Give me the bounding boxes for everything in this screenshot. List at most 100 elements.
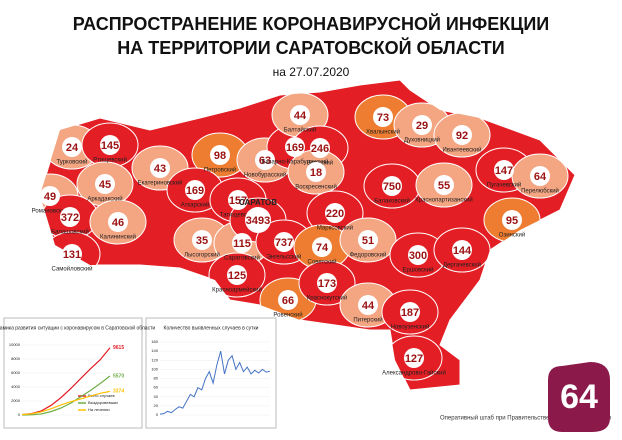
district-name: Балтайский — [284, 127, 316, 134]
case-circle — [358, 230, 378, 250]
case-count: 144 — [453, 245, 472, 257]
footer: Оперативный штаб при Правительстве Сарат… — [440, 415, 611, 422]
district-name: Хвалынский — [366, 129, 400, 136]
case-count: 49 — [44, 191, 56, 203]
case-circle — [358, 295, 378, 315]
district-name: Турковский — [56, 159, 87, 166]
chart-title: Количество выявленных случаев в сутки — [164, 325, 259, 331]
case-count: 372 — [61, 212, 79, 224]
district-name: Марксовский — [317, 225, 353, 232]
district-name: Саратовский — [224, 255, 260, 262]
y-tick-label: 60 — [154, 385, 159, 390]
case-count: 66 — [282, 295, 294, 307]
case-circle — [274, 232, 294, 252]
legend-label: На лечении — [88, 407, 110, 412]
case-circle — [317, 273, 337, 293]
title: НА ТЕРРИТОРИИ САРАТОВСКОЙ ОБЛАСТИ — [117, 37, 504, 58]
district-name: Калининский — [100, 234, 136, 241]
case-count: 51 — [362, 235, 374, 247]
case-count: 737 — [275, 237, 293, 249]
case-count: 35 — [196, 235, 208, 247]
district-name: Аткарский — [181, 202, 209, 209]
district-name: Балаковский — [374, 198, 410, 205]
case-circle — [373, 107, 393, 127]
series-line — [159, 350, 271, 415]
y-tick-label: 6000 — [11, 370, 21, 375]
case-circle — [434, 175, 454, 195]
case-circle — [285, 137, 305, 157]
case-circle — [312, 237, 332, 257]
district-name: Базарно-Карабулакский — [262, 159, 329, 166]
case-count: 24 — [66, 142, 79, 154]
district-name: Краснопартизанский — [415, 197, 472, 204]
end-label: 9615 — [113, 345, 124, 351]
case-circle — [245, 207, 271, 233]
case-circle — [60, 207, 80, 227]
chart-frame — [145, 317, 277, 429]
case-count: 169 — [286, 142, 304, 154]
mini-charts: Динамика развития ситуации с коронавирус… — [0, 317, 277, 429]
case-circle — [95, 174, 115, 194]
case-circle — [530, 166, 550, 186]
case-circle — [452, 125, 472, 145]
logo-badge — [548, 362, 610, 432]
case-count: 18 — [310, 167, 322, 179]
case-count: 95 — [506, 215, 518, 227]
case-circle — [108, 212, 128, 232]
case-circle — [408, 245, 428, 265]
case-circle — [255, 150, 275, 170]
case-count: 147 — [495, 165, 513, 177]
y-tick-label: 140 — [151, 348, 158, 353]
case-count: 98 — [214, 150, 226, 162]
end-label: 5570 — [113, 373, 124, 379]
district-name: Новобурасский — [244, 172, 286, 179]
district-name: Балашовский — [51, 229, 89, 236]
case-circle — [228, 190, 248, 210]
district-name: Перелюбский — [521, 188, 559, 195]
case-circle — [502, 210, 522, 230]
district-name: Екатериновский — [138, 180, 183, 187]
case-count: 187 — [401, 307, 419, 319]
district-name: Питерский — [353, 317, 382, 324]
case-circle — [412, 115, 432, 135]
district-name: Дергачевский — [443, 262, 481, 269]
case-count: 300 — [409, 250, 427, 262]
district-name: Озинский — [499, 232, 525, 239]
case-count: 3493 — [246, 215, 270, 227]
district-name: Советский — [308, 259, 337, 266]
district-name: Ершовский — [403, 267, 434, 274]
y-tick-label: 160 — [151, 339, 158, 344]
case-circle — [150, 158, 170, 178]
y-tick-label: 100 — [151, 366, 158, 371]
y-tick-label: 0 — [18, 412, 21, 417]
series-line — [21, 375, 111, 416]
case-circle — [452, 240, 472, 260]
case-count: 44 — [362, 300, 375, 312]
district-name: Лысогорский — [184, 252, 220, 259]
case-count: 131 — [63, 249, 81, 261]
case-count: 46 — [112, 217, 124, 229]
district-name: Новоузенский — [391, 324, 430, 331]
y-tick-label: 0 — [156, 412, 159, 417]
case-circle — [232, 233, 252, 253]
district-name: Ртищевский — [93, 157, 127, 164]
y-tick-label: 2000 — [11, 398, 21, 403]
district-name: Аркадакский — [87, 196, 122, 203]
district-name: Самойловский — [52, 266, 93, 273]
legend-label: Выздоровевших — [88, 400, 118, 405]
case-count: 45 — [99, 179, 111, 191]
y-tick-label: 40 — [154, 394, 159, 399]
case-count: 64 — [534, 171, 547, 183]
y-tick-label: 80 — [154, 376, 159, 381]
districts — [40, 92, 569, 381]
district-name: Воскресенский — [295, 184, 337, 191]
case-count: 169 — [186, 185, 204, 197]
case-circle — [306, 162, 326, 182]
y-tick-label: 120 — [151, 357, 158, 362]
district-name: Краснокутский — [307, 295, 348, 302]
district-name: Романовский — [32, 208, 69, 215]
case-count: 115 — [233, 238, 251, 250]
y-tick-label: 10000 — [9, 342, 21, 347]
case-count: 246 — [311, 143, 329, 155]
